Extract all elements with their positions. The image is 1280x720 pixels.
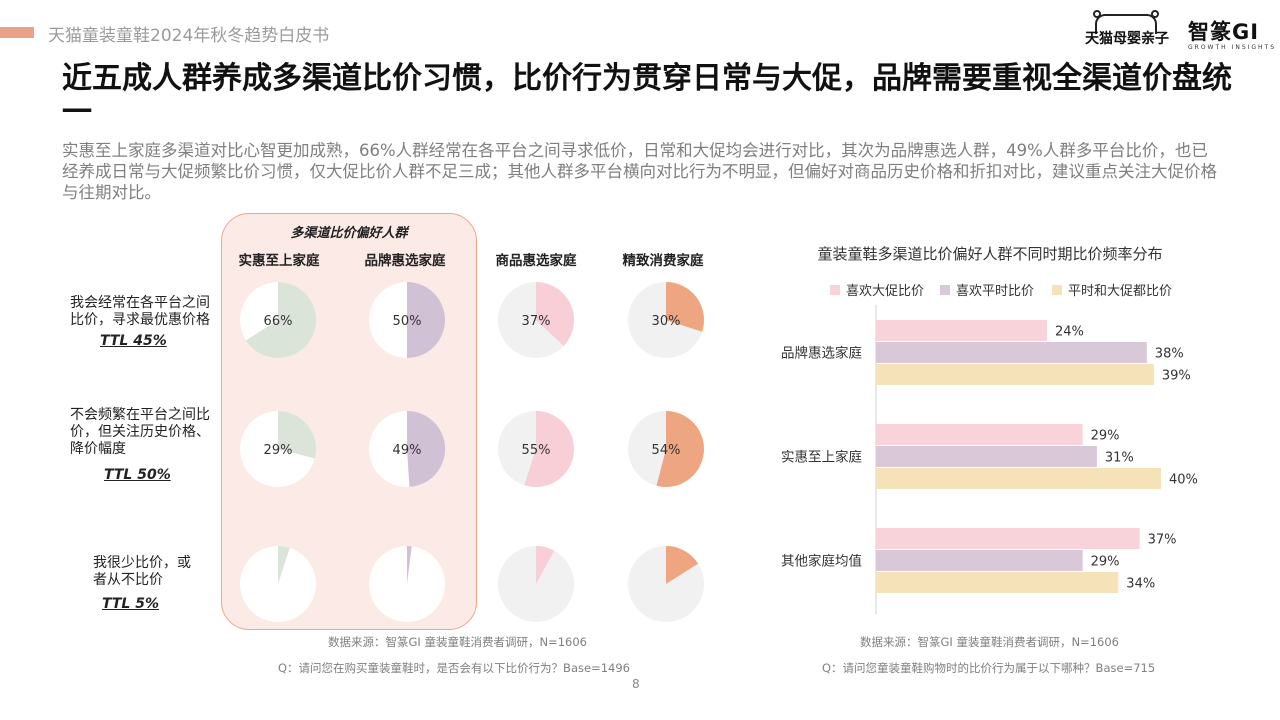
pie-slice <box>278 411 317 459</box>
tmall-ear-right-icon <box>1151 10 1159 18</box>
bar <box>876 320 1047 341</box>
bar <box>876 424 1083 445</box>
column-header-pinpai: 品牌惠选家庭 <box>364 253 446 269</box>
pie-slice <box>278 546 290 584</box>
bar <box>876 342 1147 363</box>
legend-swatch-pink <box>830 284 840 295</box>
legend-swatch-purple <box>940 284 950 295</box>
gi-logo-subtext: GROWTH INSIGHTS <box>1188 44 1277 51</box>
bar <box>876 446 1097 467</box>
bar-value-label: 37% <box>1148 533 1177 548</box>
pie-slice <box>407 546 412 584</box>
left-source-note: 数据来源：智篆GI 童装童鞋消费者调研，N=1606 <box>328 635 587 649</box>
pie-slice <box>666 546 699 584</box>
report-title: 天猫童装童鞋2024年秋冬趋势白皮书 <box>48 26 330 46</box>
header-accent-bar <box>0 27 34 38</box>
pie-value-label: 66% <box>264 314 293 329</box>
pie-value-label: 54% <box>652 443 681 458</box>
tmall-ear-left-icon <box>1093 10 1101 18</box>
right-source-note: 数据来源：智篆GI 童装童鞋消费者调研，N=1606 <box>860 635 1119 649</box>
tmall-cat-head-icon <box>1095 14 1157 34</box>
bar <box>876 528 1140 549</box>
pie-slice <box>524 411 575 487</box>
bar-value-label: 34% <box>1126 577 1155 592</box>
group-label: 多渠道比价偏好人群 <box>290 226 408 241</box>
pie-slice <box>407 410 446 487</box>
legend-label-2: 平时和大促都比价 <box>1068 284 1173 299</box>
page-subtitle: 实惠至上家庭多渠道对比心智更加成熟，66%人群经常在各平台之间寻求低价，日常和大… <box>62 141 1217 202</box>
row-ttl-1: TTL 45% <box>100 333 167 349</box>
pie-value-label: 37% <box>522 314 551 329</box>
pie-slice <box>666 282 704 332</box>
bar <box>876 572 1119 593</box>
row-ttl-2: TTL 50% <box>104 467 171 483</box>
bar-value-label: 39% <box>1162 369 1191 384</box>
bar-value-label: 31% <box>1105 451 1134 466</box>
page-number: 8 <box>632 677 640 691</box>
gi-logo: 智篆GI GROWTH INSIGHTS <box>1188 16 1277 51</box>
pie-slice <box>536 546 555 584</box>
column-header-jingzhi: 精致消费家庭 <box>622 253 704 269</box>
pie-slice <box>407 282 445 358</box>
tmall-logo: 天猫母婴亲子 <box>1085 10 1169 50</box>
legend-label-0: 喜欢大促比价 <box>846 284 925 299</box>
row-ttl-3: TTL 5% <box>102 596 159 612</box>
bar-chart-title: 童装童鞋多渠道比价偏好人群不同时期比价频率分布 <box>817 245 1163 263</box>
bar <box>876 550 1083 571</box>
pie-slice <box>656 411 704 487</box>
category-label: 实惠至上家庭 <box>781 449 862 466</box>
row-label-3: 我很少比价，或者从不比价 <box>93 555 191 588</box>
left-question-note: Q：请问您在购买童装童鞋时，是否会有以下比价行为？Base=1496 <box>278 661 630 675</box>
category-label: 品牌惠选家庭 <box>781 345 862 362</box>
page-title: 近五成人群养成多渠道比价习惯，比价行为贯穿日常与大促，品牌需要重视全渠道价盘统一 <box>62 61 1232 130</box>
pie-value-label: 29% <box>264 443 293 458</box>
tmall-logo-text: 天猫母婴亲子 <box>1085 31 1169 47</box>
legend-item-1: 喜欢平时比价 <box>940 280 1034 299</box>
bar <box>876 364 1154 385</box>
row-label-2: 不会频繁在平台之间比价，但关注历史价格、降价幅度 <box>70 407 210 457</box>
bar-value-label: 29% <box>1091 555 1120 570</box>
gi-logo-text: 智篆GI <box>1188 20 1260 44</box>
bar <box>876 468 1161 489</box>
pie-value-label: 49% <box>393 443 422 458</box>
legend-item-2: 平时和大促都比价 <box>1052 280 1172 299</box>
legend-item-0: 喜欢大促比价 <box>830 280 924 299</box>
legend-label-1: 喜欢平时比价 <box>956 284 1035 299</box>
pie-slice <box>536 282 574 347</box>
pie-value-label: 55% <box>522 443 551 458</box>
bar-value-label: 24% <box>1055 325 1084 340</box>
bar-value-label: 40% <box>1169 473 1198 488</box>
legend-swatch-yellow <box>1052 284 1062 295</box>
column-header-shangpin: 商品惠选家庭 <box>495 253 577 269</box>
category-label: 其他家庭均值 <box>781 553 862 570</box>
row-label-1: 我会经常在各平台之间比价，寻求最优惠价格 <box>70 295 210 328</box>
pie-value-label: 30% <box>652 314 681 329</box>
bar-value-label: 29% <box>1091 429 1120 444</box>
column-header-shihui: 实惠至上家庭 <box>238 253 320 269</box>
pie-slice <box>245 282 317 358</box>
right-question-note: Q：请问您童装童鞋购物时的比价行为属于以下哪种？Base=715 <box>822 661 1156 675</box>
pie-value-label: 50% <box>393 314 422 329</box>
bar-value-label: 38% <box>1155 347 1184 362</box>
